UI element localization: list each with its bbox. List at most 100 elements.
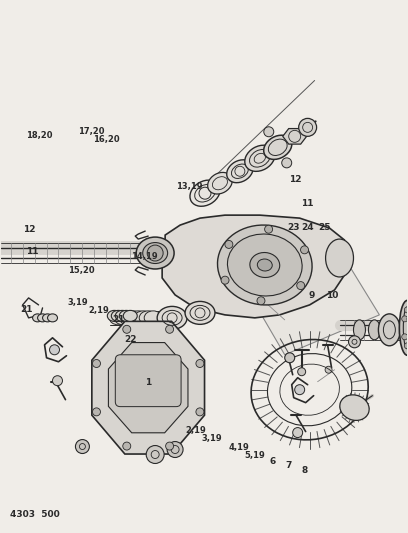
Ellipse shape — [378, 314, 400, 346]
Ellipse shape — [245, 145, 275, 172]
Ellipse shape — [166, 442, 173, 450]
Text: 4303  500: 4303 500 — [10, 510, 60, 519]
Ellipse shape — [225, 240, 233, 248]
Text: 10: 10 — [326, 291, 338, 300]
Ellipse shape — [134, 311, 152, 325]
Ellipse shape — [109, 311, 127, 325]
Ellipse shape — [119, 311, 137, 325]
Text: 1: 1 — [145, 378, 151, 387]
Ellipse shape — [143, 243, 168, 263]
Ellipse shape — [115, 310, 129, 321]
Ellipse shape — [257, 259, 272, 271]
Text: 3,19: 3,19 — [202, 434, 223, 443]
Ellipse shape — [157, 306, 187, 329]
Text: 5,19: 5,19 — [245, 451, 266, 460]
Ellipse shape — [227, 160, 253, 183]
Ellipse shape — [282, 158, 292, 168]
Text: 2,19: 2,19 — [88, 306, 109, 315]
FancyBboxPatch shape — [115, 355, 181, 407]
Ellipse shape — [48, 314, 58, 322]
Polygon shape — [250, 258, 379, 355]
Text: 17,20: 17,20 — [78, 127, 104, 136]
Ellipse shape — [381, 320, 393, 340]
Text: 22: 22 — [125, 335, 137, 344]
Ellipse shape — [114, 311, 132, 325]
Polygon shape — [109, 343, 188, 433]
Ellipse shape — [49, 345, 60, 355]
Ellipse shape — [129, 311, 147, 325]
Ellipse shape — [75, 440, 89, 454]
Ellipse shape — [407, 334, 408, 340]
Ellipse shape — [228, 234, 302, 296]
Text: 12: 12 — [289, 175, 302, 184]
Ellipse shape — [264, 127, 274, 137]
Text: 21: 21 — [20, 305, 33, 314]
Ellipse shape — [340, 395, 369, 421]
Text: 12: 12 — [23, 225, 35, 234]
Text: 8: 8 — [302, 466, 308, 475]
Ellipse shape — [93, 360, 100, 367]
Ellipse shape — [111, 310, 125, 321]
Ellipse shape — [217, 225, 312, 305]
Ellipse shape — [167, 441, 183, 457]
Ellipse shape — [293, 427, 303, 438]
Text: 13,19: 13,19 — [175, 182, 202, 191]
Ellipse shape — [399, 301, 408, 356]
Ellipse shape — [221, 276, 229, 284]
Ellipse shape — [265, 225, 273, 233]
Text: 11: 11 — [26, 247, 38, 256]
Ellipse shape — [250, 253, 280, 278]
Ellipse shape — [402, 334, 408, 340]
Ellipse shape — [257, 297, 265, 305]
Ellipse shape — [325, 366, 332, 373]
Ellipse shape — [402, 316, 408, 322]
Ellipse shape — [38, 314, 48, 322]
Ellipse shape — [298, 368, 306, 376]
Ellipse shape — [196, 408, 204, 416]
Ellipse shape — [123, 442, 131, 450]
Text: 6: 6 — [269, 457, 275, 465]
Ellipse shape — [295, 385, 305, 394]
Ellipse shape — [190, 180, 220, 206]
Ellipse shape — [124, 311, 142, 325]
Text: 15,20: 15,20 — [68, 266, 94, 275]
Ellipse shape — [404, 307, 408, 313]
Ellipse shape — [136, 237, 174, 269]
Ellipse shape — [123, 310, 137, 321]
Ellipse shape — [285, 353, 295, 363]
Text: 3,19: 3,19 — [68, 297, 89, 306]
Ellipse shape — [297, 281, 305, 289]
Polygon shape — [92, 321, 204, 454]
Text: 14,19: 14,19 — [131, 253, 157, 261]
Ellipse shape — [368, 320, 380, 340]
Ellipse shape — [147, 245, 163, 261]
Ellipse shape — [144, 311, 162, 325]
Ellipse shape — [264, 135, 292, 159]
Text: 2,19: 2,19 — [186, 426, 206, 435]
Text: 9: 9 — [309, 291, 315, 300]
Polygon shape — [162, 215, 348, 318]
Ellipse shape — [326, 239, 353, 277]
Ellipse shape — [404, 343, 408, 349]
Ellipse shape — [353, 320, 366, 340]
Ellipse shape — [299, 118, 317, 136]
Ellipse shape — [139, 311, 157, 325]
Ellipse shape — [208, 172, 232, 194]
Text: 16,20: 16,20 — [93, 135, 120, 144]
Ellipse shape — [166, 325, 173, 333]
Ellipse shape — [185, 301, 215, 325]
Ellipse shape — [119, 310, 133, 321]
Ellipse shape — [348, 336, 360, 348]
Text: 25: 25 — [319, 223, 331, 232]
Text: 21: 21 — [113, 315, 125, 324]
Ellipse shape — [53, 376, 62, 386]
Polygon shape — [283, 128, 307, 144]
Text: 11: 11 — [301, 199, 313, 208]
Ellipse shape — [146, 446, 164, 464]
Ellipse shape — [123, 325, 131, 333]
Ellipse shape — [301, 246, 308, 254]
Text: 23: 23 — [287, 223, 299, 232]
Ellipse shape — [93, 408, 100, 416]
Ellipse shape — [196, 360, 204, 367]
Ellipse shape — [33, 314, 42, 322]
